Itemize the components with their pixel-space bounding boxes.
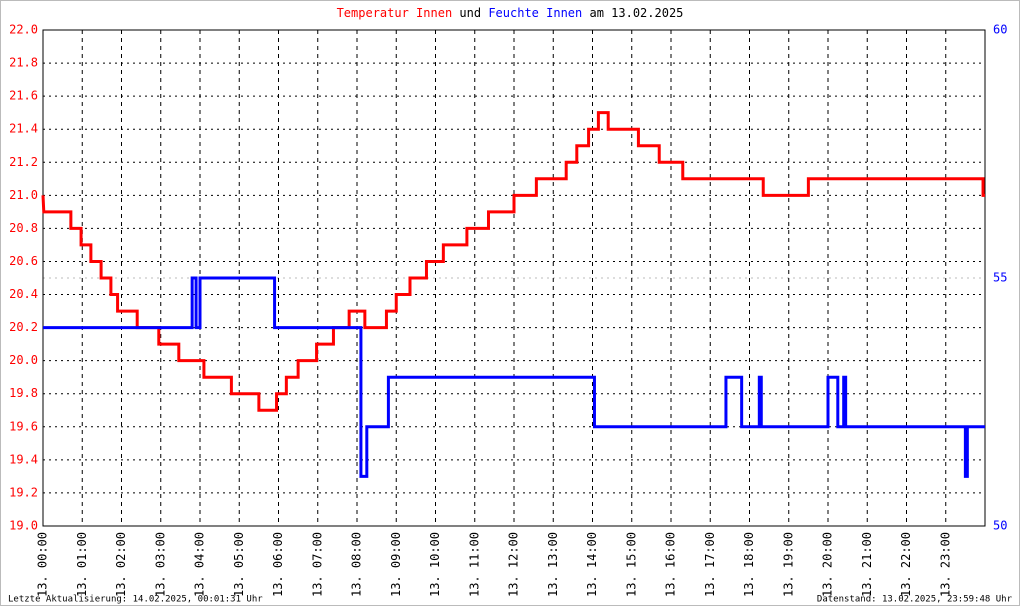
plot-border xyxy=(42,29,986,527)
title-part: Feuchte Innen xyxy=(488,6,582,20)
x-tick-label: 13. 04:00 xyxy=(193,532,207,597)
footer-right: Datenstand: 13.02.2025, 23:59:48 Uhr xyxy=(817,595,1013,605)
y-tick-label: 19.8 xyxy=(9,386,38,400)
y-tick-label: 19.0 xyxy=(9,519,38,533)
x-tick-label: 13. 09:00 xyxy=(389,532,403,597)
y-tick-label: 20.4 xyxy=(9,287,38,301)
x-tick-label: 13. 07:00 xyxy=(310,532,324,597)
x-tick-label: 13. 10:00 xyxy=(428,532,442,597)
x-tick-label: 13. 12:00 xyxy=(507,532,521,597)
x-tick-label: 13. 17:00 xyxy=(703,532,717,597)
x-tick-label: 13. 03:00 xyxy=(153,532,167,597)
x-tick-label: 13. 01:00 xyxy=(75,532,89,597)
x-tick-label: 13. 16:00 xyxy=(664,532,678,597)
y2-tick-label: 60 xyxy=(993,23,1007,37)
x-tick-label: 13. 00:00 xyxy=(36,532,50,597)
x-tick-label: 13. 08:00 xyxy=(350,532,364,597)
x-tick-label: 13. 23:00 xyxy=(938,532,952,597)
title-part: und xyxy=(459,6,481,20)
y2-tick-label: 50 xyxy=(993,519,1007,533)
y-tick-label: 19.4 xyxy=(9,452,38,466)
y-tick-label: 19.6 xyxy=(9,419,38,433)
x-tick-label: 13. 18:00 xyxy=(742,532,756,597)
x-tick-label: 13. 19:00 xyxy=(781,532,795,597)
y-tick-label: 20.8 xyxy=(9,221,38,235)
x-tick-label: 13. 11:00 xyxy=(467,532,481,597)
title-part: Temperatur Innen xyxy=(337,6,453,20)
y-tick-label: 21.0 xyxy=(9,188,38,202)
y-tick-label: 20.6 xyxy=(9,254,38,268)
x-tick-label: 13. 20:00 xyxy=(821,532,835,597)
series-line xyxy=(43,276,985,478)
x-tick-label: 13. 13:00 xyxy=(546,532,560,597)
y-tick-label: 21.2 xyxy=(9,155,38,169)
title-part: am 13.02.2025 xyxy=(589,6,683,20)
x-tick-label: 13. 22:00 xyxy=(899,532,913,597)
y2-tick-label: 55 xyxy=(993,271,1007,285)
x-tick-label: 13. 21:00 xyxy=(860,532,874,597)
x-tick-label: 13. 05:00 xyxy=(232,532,246,597)
y-tick-label: 20.0 xyxy=(9,353,38,367)
y-tick-label: 19.2 xyxy=(9,485,38,499)
x-tick-label: 13. 02:00 xyxy=(114,532,128,597)
y-tick-label: 22.0 xyxy=(9,23,38,37)
series-line xyxy=(41,111,985,412)
footer-left: Letzte Aktualisierung: 14.02.2025, 00:01… xyxy=(8,595,263,605)
chart-title: Temperatur Innen und Feuchte Innen am 13… xyxy=(337,6,684,20)
x-tick-label: 13. 14:00 xyxy=(585,532,599,597)
x-tick-label: 13. 06:00 xyxy=(271,532,285,597)
y-tick-label: 21.4 xyxy=(9,122,38,136)
x-tick-label: 13. 15:00 xyxy=(624,532,638,597)
y-tick-label: 21.8 xyxy=(9,56,38,70)
y-tick-label: 21.6 xyxy=(9,89,38,103)
y-tick-label: 20.2 xyxy=(9,320,38,334)
